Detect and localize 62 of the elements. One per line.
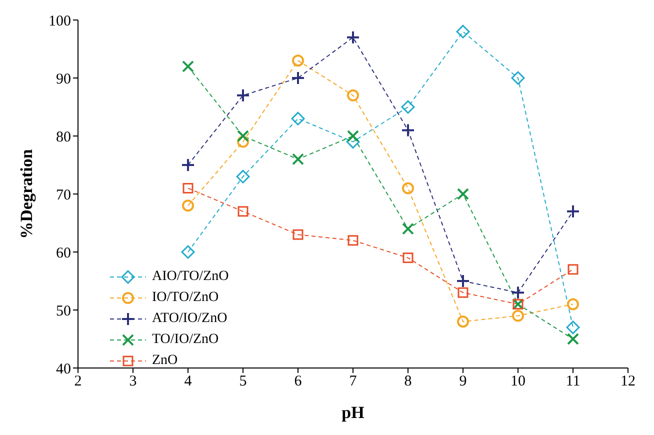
point <box>236 170 250 184</box>
y-tick-label: 90 <box>56 71 71 88</box>
point <box>457 316 469 328</box>
point <box>566 320 580 334</box>
legend-label: AIO/TO/ZnO <box>152 268 229 284</box>
point <box>401 123 415 138</box>
point <box>457 188 469 200</box>
point <box>181 245 195 259</box>
point <box>291 112 305 126</box>
legend-label: ATO/IO/ZnO <box>152 310 228 326</box>
point <box>456 274 470 288</box>
x-tick-label: 5 <box>239 374 247 390</box>
x-tick-label: 10 <box>510 374 526 390</box>
x-axis-title: pH <box>342 403 364 422</box>
x-tick-label: 6 <box>294 374 302 390</box>
point <box>292 229 304 240</box>
y-tick-label: 70 <box>56 187 71 204</box>
point <box>347 130 359 142</box>
point <box>402 222 414 235</box>
point <box>456 24 470 38</box>
point <box>346 30 360 44</box>
legend-label: IO/TO/ZnO <box>152 290 219 306</box>
y-tick-label: 50 <box>56 303 71 320</box>
x-tick-label: 2 <box>74 374 82 390</box>
point <box>567 298 579 310</box>
point <box>238 206 248 217</box>
point <box>182 182 194 194</box>
point <box>402 252 414 264</box>
point <box>292 153 304 166</box>
point <box>401 100 415 114</box>
point <box>182 200 194 212</box>
point <box>236 88 250 102</box>
y-tick-label: 100 <box>48 13 71 30</box>
point <box>568 264 578 275</box>
point <box>237 130 249 142</box>
point <box>458 287 468 298</box>
x-tick-label: 9 <box>459 374 467 390</box>
point <box>566 204 580 218</box>
x-tick-label: 3 <box>129 374 137 390</box>
point <box>511 286 525 300</box>
legend-label: ZnO <box>152 352 178 368</box>
point <box>511 71 525 85</box>
point <box>402 182 414 194</box>
x-tick-label: 12 <box>620 374 636 390</box>
point <box>292 54 304 67</box>
x-tick-label: 7 <box>349 374 358 390</box>
point <box>512 310 524 322</box>
point <box>182 60 194 72</box>
point <box>181 158 195 172</box>
y-axis-title: %Degration <box>17 148 36 239</box>
point <box>567 333 579 345</box>
legend-label: TO/IO/ZnO <box>152 332 219 348</box>
x-tick-label: 11 <box>566 374 580 390</box>
point <box>348 235 358 246</box>
y-tick-label: 40 <box>56 361 71 378</box>
point <box>347 89 359 102</box>
point <box>291 71 305 85</box>
y-tick-label: 60 <box>56 245 71 262</box>
x-tick-label: 4 <box>184 374 192 390</box>
y-tick-label: 80 <box>56 129 71 146</box>
x-tick-label: 8 <box>404 374 412 390</box>
point <box>237 136 249 148</box>
